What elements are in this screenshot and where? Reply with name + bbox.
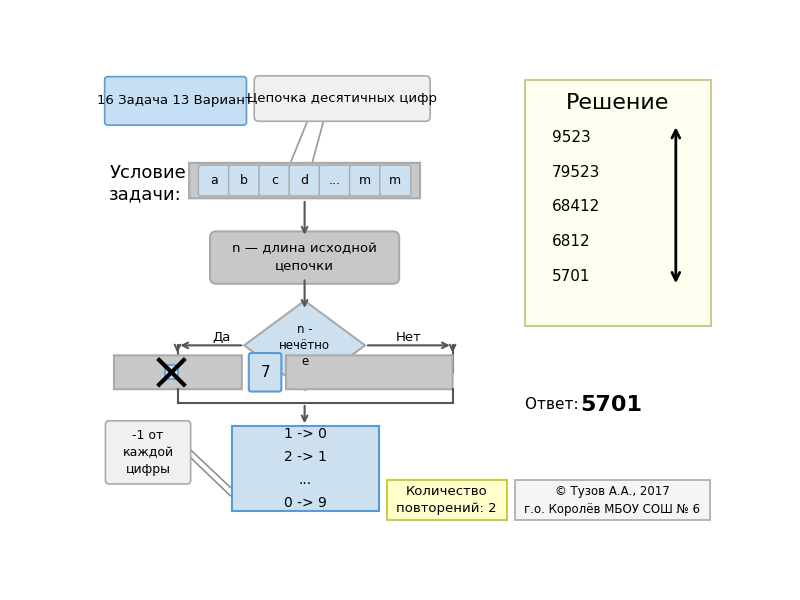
FancyBboxPatch shape (229, 165, 260, 196)
Text: 16 Задача 13 Вариант: 16 Задача 13 Вариант (98, 94, 253, 107)
FancyBboxPatch shape (254, 76, 430, 121)
FancyBboxPatch shape (380, 165, 410, 196)
FancyBboxPatch shape (350, 165, 381, 196)
FancyBboxPatch shape (249, 353, 282, 392)
FancyBboxPatch shape (165, 365, 178, 379)
Text: -1 от
каждой
цифры: -1 от каждой цифры (122, 429, 174, 476)
FancyBboxPatch shape (198, 165, 230, 196)
Text: b: b (240, 174, 248, 187)
FancyBboxPatch shape (105, 77, 246, 125)
Text: Ответ:: Ответ: (525, 397, 583, 412)
FancyBboxPatch shape (106, 421, 190, 484)
Text: 68412: 68412 (552, 199, 600, 214)
FancyBboxPatch shape (114, 355, 242, 389)
Polygon shape (244, 301, 365, 390)
Text: 9523: 9523 (552, 130, 590, 145)
FancyBboxPatch shape (210, 232, 399, 284)
FancyBboxPatch shape (525, 80, 710, 326)
Text: m: m (359, 174, 371, 187)
Text: 7: 7 (260, 365, 270, 380)
FancyBboxPatch shape (289, 165, 320, 196)
Text: © Тузов А.А., 2017
г.о. Королёв МБОУ СОШ № 6: © Тузов А.А., 2017 г.о. Королёв МБОУ СОШ… (524, 485, 700, 515)
Text: n -
нечётно
е: n - нечётно е (279, 323, 330, 368)
FancyBboxPatch shape (386, 480, 507, 520)
FancyBboxPatch shape (514, 480, 710, 520)
Text: c: c (271, 174, 278, 187)
Text: d: d (301, 174, 309, 187)
Text: Нет: Нет (395, 331, 422, 344)
Text: Цепочка десятичных цифр: Цепочка десятичных цифр (246, 92, 437, 104)
FancyBboxPatch shape (232, 426, 379, 511)
Text: Количество
повторений: 2: Количество повторений: 2 (397, 485, 497, 515)
FancyBboxPatch shape (319, 165, 350, 196)
Text: a: a (210, 174, 218, 187)
Text: Решение: Решение (566, 93, 670, 113)
Text: 6812: 6812 (552, 234, 590, 249)
FancyBboxPatch shape (259, 165, 290, 196)
Text: 79523: 79523 (552, 164, 600, 179)
Text: n — длина исходной
цепочки: n — длина исходной цепочки (232, 242, 377, 272)
Text: 5701: 5701 (581, 395, 642, 415)
FancyBboxPatch shape (286, 355, 453, 389)
Text: m: m (390, 174, 402, 187)
Text: 5701: 5701 (552, 269, 590, 284)
Text: 1 -> 0
2 -> 1
...
0 -> 9: 1 -> 0 2 -> 1 ... 0 -> 9 (284, 427, 327, 510)
Text: ...: ... (329, 174, 341, 187)
FancyBboxPatch shape (189, 163, 420, 198)
Text: Условие
задачи:: Условие задачи: (110, 164, 186, 203)
Text: Да: Да (213, 331, 231, 344)
